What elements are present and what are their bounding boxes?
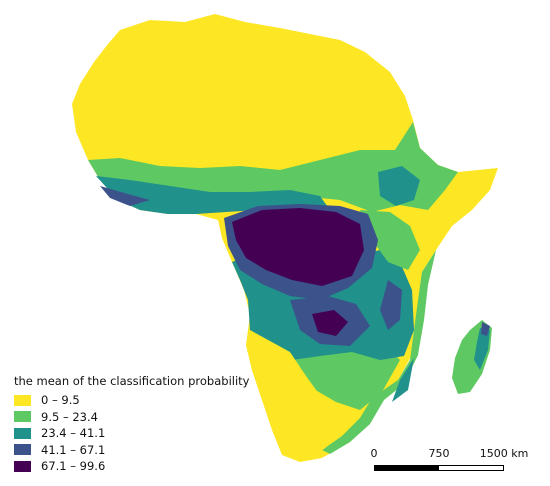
scale-bar-body: [374, 465, 504, 471]
legend-label: 9.5 – 23.4: [41, 409, 98, 424]
scale-segment-light: [439, 466, 503, 470]
legend-label: 67.1 – 99.6: [41, 459, 106, 474]
east-africa-band: [360, 210, 420, 270]
mozambique-strip: [392, 358, 414, 402]
probability-zones: [88, 122, 490, 460]
legend-swatch: [14, 444, 31, 456]
map-legend: the mean of the classification probabili…: [14, 374, 249, 475]
legend-swatch: [14, 411, 31, 423]
legend-label: 23.4 – 41.1: [41, 426, 106, 441]
congo-basin-core: [232, 208, 364, 286]
scale-segment-dark: [375, 466, 439, 470]
scale-label-start: 0: [370, 447, 378, 460]
legend-label: 0 – 9.5: [41, 393, 80, 408]
guinea-coast-strip: [100, 186, 150, 206]
katanga-core: [312, 310, 348, 336]
southeast-coast-band: [322, 250, 436, 454]
legend-swatch: [14, 460, 31, 472]
legend-label: 41.1 – 67.1: [41, 442, 106, 457]
legend-item: 9.5 – 23.4: [14, 409, 249, 426]
legend-item: 23.4 – 41.1: [14, 425, 249, 442]
legend-swatch: [14, 394, 31, 406]
legend-rows: 0 – 9.5 9.5 – 23.4 23.4 – 41.1 41.1 – 67.1 6…: [14, 392, 249, 475]
ethiopia-zone: [378, 166, 420, 206]
kalahari-interior: [246, 330, 350, 460]
scale-label-mid: 750: [428, 447, 450, 460]
madagascar-north-zone: [481, 322, 490, 336]
scale-label-end: 1500 km: [479, 447, 529, 460]
legend-swatch: [14, 427, 31, 439]
west-africa-belt: [96, 176, 330, 214]
east-lakes-zone: [380, 280, 402, 330]
legend-item: 0 – 9.5: [14, 392, 249, 409]
legend-item: 41.1 – 67.1: [14, 442, 249, 459]
legend-item: 67.1 – 99.6: [14, 458, 249, 475]
legend-title: the mean of the classification probabili…: [14, 374, 250, 388]
madagascar-east-zone: [474, 328, 490, 370]
